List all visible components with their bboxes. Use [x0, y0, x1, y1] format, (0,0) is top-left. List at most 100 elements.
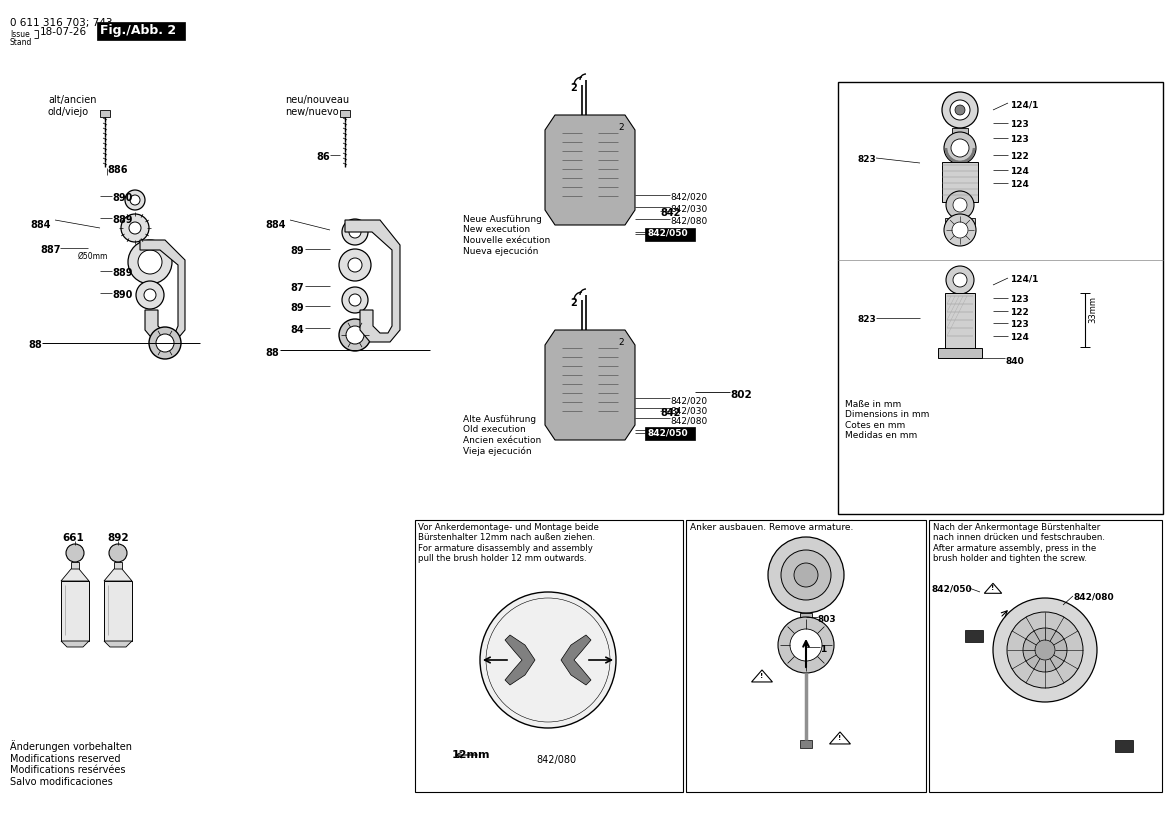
Text: 886: 886 [108, 165, 127, 175]
Text: 840: 840 [1005, 357, 1024, 366]
Circle shape [950, 100, 970, 120]
Polygon shape [61, 569, 89, 581]
Bar [945, 293, 975, 348]
Polygon shape [545, 115, 635, 225]
Circle shape [942, 92, 978, 128]
Text: 887: 887 [40, 245, 61, 255]
Text: 123: 123 [1010, 320, 1029, 329]
Text: 87: 87 [290, 283, 304, 293]
Bar [560, 345, 584, 425]
Bar [97, 22, 185, 40]
Text: 88: 88 [28, 340, 42, 350]
Bar [938, 348, 982, 358]
Circle shape [480, 592, 616, 728]
Polygon shape [345, 220, 400, 342]
Polygon shape [61, 641, 89, 647]
Circle shape [1023, 628, 1067, 672]
Text: 842: 842 [660, 408, 680, 418]
Bar [584, 130, 596, 210]
Text: Maße in mm
Dimensions in mm
Cotes en mm
Medidas en mm: Maße in mm Dimensions in mm Cotes en mm … [845, 400, 929, 440]
Circle shape [127, 240, 172, 284]
Text: Änderungen vorbehalten
Modifications reserved
Modifications resérvées
Salvo modi: Änderungen vorbehalten Modifications res… [11, 740, 132, 786]
Text: 890: 890 [112, 290, 132, 300]
Circle shape [346, 326, 364, 344]
Bar [61, 581, 89, 641]
Bar [800, 613, 812, 628]
Text: 0 611 316 703; 743: 0 611 316 703; 743 [11, 18, 112, 28]
Bar [686, 520, 926, 792]
Circle shape [768, 537, 844, 613]
Circle shape [339, 319, 371, 351]
Bar [101, 110, 110, 117]
Text: !: ! [991, 585, 995, 591]
Text: Neue Ausführung
New execution
Nouvelle exécution
Nueva ejecución: Neue Ausführung New execution Nouvelle e… [463, 215, 551, 256]
Circle shape [65, 544, 84, 562]
Polygon shape [561, 635, 592, 685]
Text: Stand: Stand [11, 38, 33, 47]
Text: 803: 803 [818, 615, 837, 624]
Circle shape [343, 287, 368, 313]
Circle shape [1035, 640, 1054, 660]
Circle shape [992, 598, 1097, 702]
Text: 842/050: 842/050 [646, 428, 687, 437]
Text: 88: 88 [265, 348, 278, 358]
Text: 842/080: 842/080 [670, 416, 707, 425]
Text: Alte Ausführung
Old execution
Ancien exécution
Vieja ejecución: Alte Ausführung Old execution Ancien exé… [463, 415, 541, 456]
Text: 842/030: 842/030 [670, 406, 707, 415]
Text: 86: 86 [316, 152, 330, 162]
Text: 884: 884 [30, 220, 50, 230]
Circle shape [350, 294, 361, 306]
Circle shape [945, 132, 976, 164]
Circle shape [946, 191, 974, 219]
Circle shape [781, 550, 831, 600]
Text: 842/080: 842/080 [1073, 593, 1114, 602]
Text: 842/030: 842/030 [670, 205, 707, 214]
Bar [952, 128, 968, 136]
Text: 123: 123 [1010, 295, 1029, 304]
Text: 889: 889 [112, 215, 132, 225]
Text: 842/020: 842/020 [670, 396, 707, 405]
Text: 884: 884 [265, 220, 285, 230]
Text: 2: 2 [618, 123, 623, 132]
Text: 18-07-26: 18-07-26 [40, 27, 88, 37]
Text: Vor Ankerdemontage- und Montage beide
Bürstenhalter 12mm nach außen ziehen.
For : Vor Ankerdemontage- und Montage beide Bü… [419, 523, 599, 563]
Text: 842/050: 842/050 [932, 585, 973, 594]
Circle shape [109, 544, 127, 562]
Text: alt/ancien
old/viejo: alt/ancien old/viejo [48, 95, 97, 116]
Text: 802: 802 [729, 390, 752, 400]
Text: !: ! [760, 673, 763, 679]
Text: 823: 823 [858, 315, 877, 324]
Bar [340, 110, 350, 117]
Polygon shape [140, 240, 185, 342]
Circle shape [144, 289, 155, 301]
Bar [560, 130, 584, 210]
Bar [645, 228, 696, 241]
Text: Issue: Issue [11, 30, 29, 39]
Text: neu/nouveau
new/nuevo: neu/nouveau new/nuevo [285, 95, 350, 116]
Circle shape [794, 563, 818, 587]
Circle shape [955, 105, 964, 115]
Bar [596, 130, 620, 210]
Text: 123: 123 [1010, 120, 1029, 129]
Bar [645, 427, 696, 440]
Bar [115, 562, 122, 569]
Circle shape [343, 219, 368, 245]
Text: 123: 123 [1010, 135, 1029, 144]
Circle shape [138, 250, 162, 274]
Text: 122: 122 [1010, 152, 1029, 161]
Text: 842/050: 842/050 [646, 229, 687, 238]
Text: 124/1: 124/1 [1010, 275, 1038, 284]
Circle shape [148, 327, 181, 359]
Bar [596, 345, 620, 425]
Text: 89: 89 [290, 303, 304, 313]
Text: !: ! [838, 735, 842, 741]
Bar [838, 82, 1163, 514]
Text: 124: 124 [1010, 167, 1029, 176]
Text: Anker ausbauen. Remove armature.: Anker ausbauen. Remove armature. [690, 523, 853, 532]
Text: 842/020: 842/020 [670, 193, 707, 202]
Bar [584, 345, 596, 425]
Text: 89: 89 [290, 246, 304, 256]
Circle shape [348, 258, 362, 272]
Polygon shape [104, 569, 132, 581]
Circle shape [130, 195, 140, 205]
